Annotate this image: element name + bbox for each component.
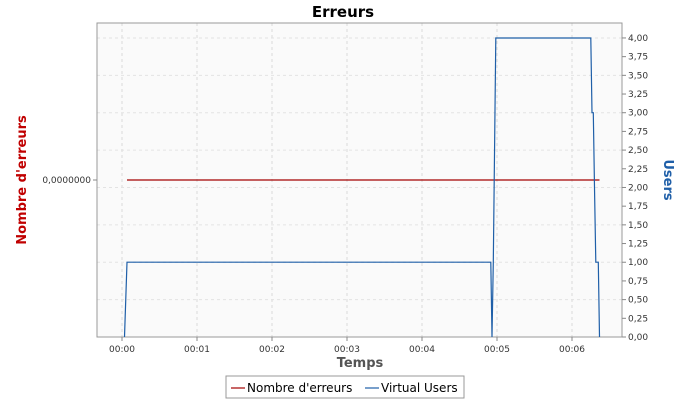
right-tick-label: 0,00 [628,333,648,343]
right-tick-label: 3,25 [628,90,648,100]
right-tick-label: 3,00 [628,109,648,119]
x-tick-label: 00:02 [259,345,285,355]
right-tick-label: 1,75 [628,202,648,212]
legend-label-errors: Nombre d'erreurs [247,381,352,395]
x-tick-label: 00:04 [409,345,435,355]
x-tick-label: 00:00 [109,345,135,355]
chart-title: Erreurs [312,3,374,21]
x-tick-label: 00:03 [334,345,360,355]
right-tick-label: 0,75 [628,277,648,287]
right-tick-label: 1,50 [628,221,648,231]
left-tick-label: 0,0000000 [42,176,91,186]
right-tick-label: 0,25 [628,314,648,324]
right-tick-label: 1,25 [628,240,648,250]
right-tick-label: 3,50 [628,71,648,81]
series-line-virtual-users [123,37,601,338]
x-tick-label: 00:05 [484,345,510,355]
left-axis-title: Nombre d'erreurs [15,115,30,245]
right-tick-label: 1,00 [628,258,648,268]
right-tick-label: 2,75 [628,127,648,137]
legend: Nombre d'erreurs Virtual Users [225,375,465,399]
x-tick-label: 00:01 [184,345,210,355]
x-tick-label: 00:06 [559,345,585,355]
right-tick-label: 2,00 [628,183,648,193]
right-axis-title: Users [660,159,675,201]
right-tick-label: 2,50 [628,146,648,156]
right-tick-label: 2,25 [628,165,648,175]
legend-label-users: Virtual Users [381,381,458,395]
right-tick-label: 0,50 [628,296,648,306]
legend-box [225,375,465,399]
x-axis-title: Temps [337,356,384,371]
right-tick-label: 4,00 [628,34,648,44]
right-tick-label: 3,75 [628,53,648,63]
